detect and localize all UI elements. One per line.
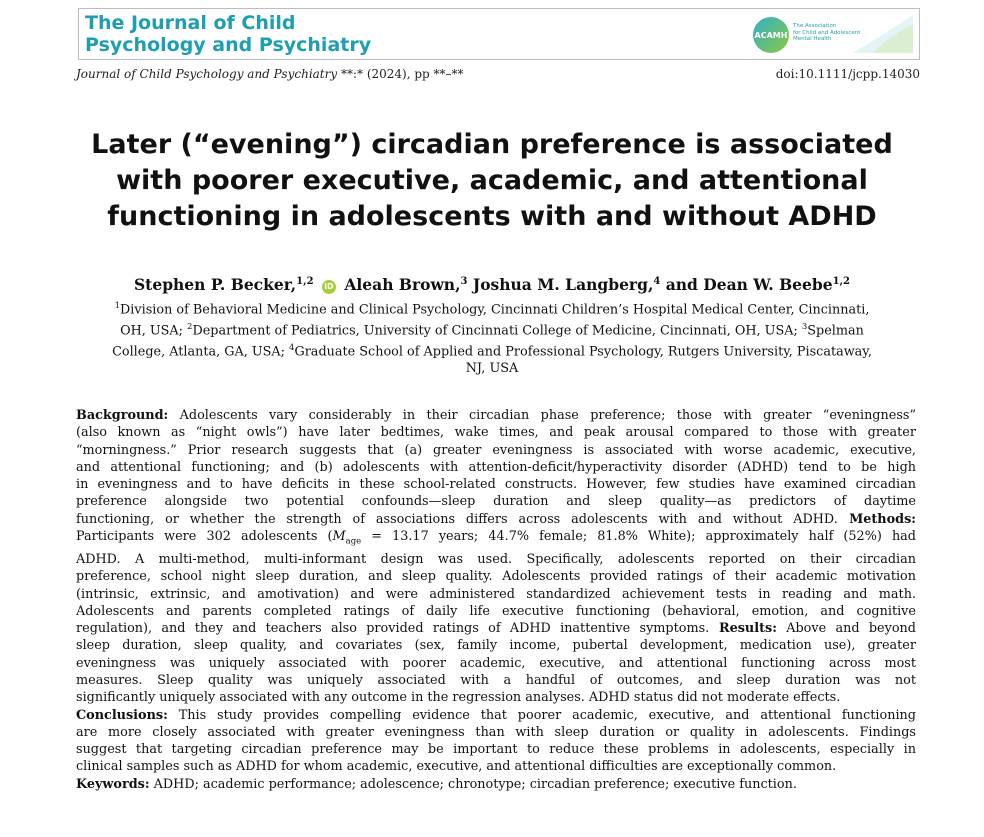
abstract-line: Conclusions: This study provides compell… bbox=[76, 707, 916, 724]
citation-line: Journal of Child Psychology and Psychiat… bbox=[76, 67, 920, 81]
title-line2: with poorer executive, academic, and att… bbox=[116, 165, 868, 196]
acamh-logo[interactable]: ACAMH The Association for Child and Adol… bbox=[753, 15, 913, 53]
abstract-line: “morningness.” Prior research suggests t… bbox=[76, 442, 916, 458]
abstract-line: measures. Sleep quality was uniquely ass… bbox=[76, 673, 916, 688]
abstract-text: This study provides compelling evidence … bbox=[167, 707, 916, 723]
affiliation-text: College, Atlanta, GA, USA; bbox=[112, 343, 290, 359]
abstract-line: sleep duration, sleep quality, and covar… bbox=[76, 638, 916, 654]
abstract-line: in eveningness and to have deficits in t… bbox=[76, 477, 916, 493]
author-brown[interactable]: Aleah Brown, bbox=[344, 275, 461, 294]
affiliation-text: Spelman bbox=[807, 323, 864, 339]
affiliation-line: College, Atlanta, GA, USA; 4Graduate Sch… bbox=[70, 340, 914, 361]
journal-name-line1: The Journal of Child bbox=[85, 12, 296, 34]
acamh-line1: The Association bbox=[793, 23, 837, 29]
abstract-line: significantly uniquely associated with a… bbox=[76, 690, 841, 706]
abstract-line: and attentional functioning; and (b) ado… bbox=[76, 459, 916, 475]
abstract-line: functioning, or whether the strength of … bbox=[76, 511, 916, 528]
author-becker[interactable]: Stephen P. Becker, bbox=[133, 275, 297, 294]
section-label-methods: Methods: bbox=[837, 511, 916, 527]
abstract-line: Adolescents and parents completed rating… bbox=[76, 603, 916, 619]
journal-header: The Journal of Child Psychology and Psyc… bbox=[78, 8, 920, 60]
abstract-line: regulation), and they and teachers also … bbox=[76, 620, 916, 637]
title-line1: Later (“evening”) circadian preference i… bbox=[91, 129, 893, 160]
mean-symbol: M bbox=[332, 529, 346, 545]
section-label-background: Background: bbox=[76, 408, 169, 423]
acamh-abbr: ACAMH bbox=[754, 30, 788, 40]
acamh-text: The Association for Child and Adolescent… bbox=[793, 23, 908, 43]
citation-journal: Journal of Child Psychology and Psychiat… bbox=[76, 67, 338, 81]
abstract-text: functioning, or whether the strength of … bbox=[76, 511, 838, 527]
abstract-line: preference, school night sleep duration,… bbox=[76, 569, 916, 585]
acamh-line2: for Child and Adolescent bbox=[793, 29, 861, 36]
abstract-text: regulation), and they and teachers also … bbox=[76, 621, 710, 637]
journal-name[interactable]: The Journal of Child Psychology and Psyc… bbox=[85, 12, 371, 56]
affiliation-line: NJ, USA bbox=[70, 360, 914, 378]
author-beebe[interactable]: and Dean W. Beebe bbox=[665, 275, 833, 294]
affiliation-line: OH, USA; 2Department of Pediatrics, Univ… bbox=[70, 319, 914, 340]
affiliation-line: 1Division of Behavioral Medicine and Cli… bbox=[70, 298, 914, 319]
abstract-text: Participants were 302 adolescents ( bbox=[76, 529, 333, 545]
abstract-line: are more closely associated with greater… bbox=[76, 724, 916, 740]
citation-issue: **:* (2024), pp **–** bbox=[337, 67, 464, 81]
abstract-line: (also known as “night owls”) have later … bbox=[76, 425, 916, 441]
abstract-line: preference alongside two potential confo… bbox=[76, 494, 916, 510]
abstract-line: eveningness was uniquely associated with… bbox=[76, 655, 916, 671]
doi-link[interactable]: doi:10.1111/jcpp.14030 bbox=[775, 67, 920, 81]
acamh-logo-icon: ACAMH bbox=[753, 17, 789, 53]
abstract-text: = 13.17 years; 44.7% female; 81.8% White… bbox=[361, 529, 917, 545]
acamh-line3: Mental Health bbox=[793, 36, 832, 42]
title-line3: functioning in adolescents with and with… bbox=[107, 201, 877, 232]
author-sup: 1,2 bbox=[296, 275, 314, 287]
abstract-line: Participants were 302 adolescents (Mage … bbox=[76, 528, 916, 551]
affiliation-sup: 4 bbox=[289, 342, 295, 353]
journal-name-line2: Psychology and Psychiatry bbox=[85, 34, 372, 56]
abstract-line: suggest that targeting circadian prefere… bbox=[76, 742, 916, 758]
affiliation-sup: 1 bbox=[114, 301, 121, 311]
affiliation-sup: 3 bbox=[801, 321, 808, 332]
keywords-line: Keywords: ADHD; academic performance; ad… bbox=[76, 776, 916, 793]
section-label-keywords: Keywords: bbox=[76, 776, 150, 792]
affiliation-sup: 2 bbox=[187, 321, 193, 332]
affiliation-text: Department of Pediatrics, University of … bbox=[192, 323, 802, 339]
abstract-text: Adolescents vary considerably in their c… bbox=[168, 408, 916, 423]
mean-subscript: age bbox=[345, 536, 362, 547]
keywords-text: ADHD; academic performance; adolescence;… bbox=[149, 776, 797, 792]
abstract-line: (intrinsic, extrinsic, and amotivation) … bbox=[76, 586, 916, 602]
section-label-results: Results: bbox=[709, 621, 777, 637]
abstract-line: Background: Adolescents vary considerabl… bbox=[76, 407, 916, 424]
affiliation-text: Graduate School of Applied and Professio… bbox=[294, 343, 872, 359]
abstract-text: Above and beyond bbox=[776, 621, 916, 637]
author-langberg[interactable]: Joshua M. Langberg, bbox=[472, 275, 654, 294]
affiliation-text: Division of Behavioral Medicine and Clin… bbox=[120, 302, 870, 318]
author-sup: 3 bbox=[460, 275, 468, 287]
author-list: Stephen P. Becker,1,2 iD Aleah Brown,3 J… bbox=[60, 275, 924, 294]
swoosh-graphic bbox=[853, 15, 913, 53]
section-label-conclusions: Conclusions: bbox=[76, 707, 168, 723]
orcid-icon[interactable]: iD bbox=[321, 280, 336, 294]
affiliation-text: OH, USA; bbox=[120, 323, 188, 339]
abstract-line: ADHD. A multi-method, multi-informant de… bbox=[76, 551, 916, 567]
affiliation-text: NJ, USA bbox=[465, 361, 519, 377]
abstract-line: clinical samples such as ADHD for whom a… bbox=[76, 759, 837, 775]
article-title: Later (“evening”) circadian preference i… bbox=[60, 127, 924, 235]
author-sup: 1,2 bbox=[832, 275, 850, 287]
affiliations: 1Division of Behavioral Medicine and Cli… bbox=[70, 298, 914, 378]
author-sup: 4 bbox=[653, 275, 661, 287]
abstract: Background: Adolescents vary considerabl… bbox=[76, 407, 916, 793]
